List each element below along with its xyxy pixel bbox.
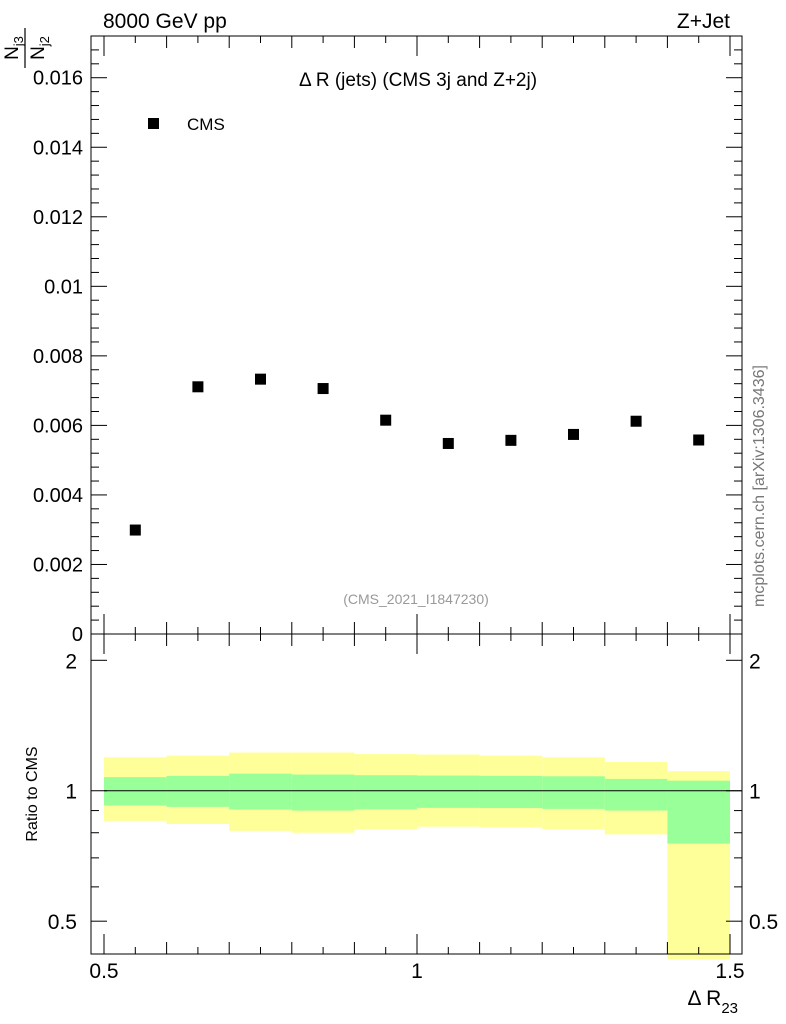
data-point bbox=[568, 428, 579, 440]
stat-uncertainty-band bbox=[104, 777, 167, 806]
ratio-y-axis-label: Ratio to CMS bbox=[24, 746, 41, 841]
stat-uncertainty-band bbox=[542, 776, 605, 809]
process-label: Z+Jet bbox=[677, 10, 730, 33]
y-tick-label: 0.014 bbox=[33, 137, 83, 159]
y-tick-label: 0 bbox=[72, 624, 83, 646]
y-tick-label: 0.012 bbox=[33, 207, 83, 229]
cms-data-points bbox=[129, 373, 705, 536]
ratio-ticks bbox=[91, 634, 742, 954]
legend-label-cms: CMS bbox=[187, 115, 225, 134]
ratio-y-tick-label: 1 bbox=[65, 781, 77, 804]
main-y-axis-label: Nj3 Nj2 bbox=[2, 28, 52, 68]
y-tick-label: 0.002 bbox=[33, 554, 83, 576]
x-axis-label: Δ R23 bbox=[687, 987, 738, 1017]
ratio-y-tick-label-right: 0.5 bbox=[749, 911, 778, 934]
y-tick-label: 0.016 bbox=[33, 68, 83, 90]
svg-text:Nj3: Nj3 bbox=[2, 36, 26, 60]
data-point bbox=[255, 373, 266, 385]
x-tick-label: 1.5 bbox=[715, 960, 744, 983]
x-tick-label: 1 bbox=[411, 960, 423, 983]
data-point bbox=[192, 381, 204, 393]
data-point bbox=[380, 414, 392, 426]
ratio-y-tick-label: 0.5 bbox=[48, 911, 77, 934]
plot-title: Δ R (jets) (CMS 3j and Z+2j) bbox=[299, 70, 537, 91]
y-tick-label: 0.004 bbox=[33, 485, 83, 507]
x-axis-label-sub: 23 bbox=[721, 1000, 738, 1017]
y-label-numerator: N bbox=[2, 46, 23, 60]
ratio-tick-labels: 0.5 0.5 1 1 2 2 bbox=[48, 650, 778, 934]
y-label-denominator: N bbox=[28, 46, 49, 60]
svg-text:Nj2: Nj2 bbox=[28, 36, 52, 60]
ratio-y-tick-label-right: 1 bbox=[749, 781, 761, 804]
mcplots-side-label: mcplots.cern.ch [arXiv:1306.3436] bbox=[751, 365, 768, 607]
data-point bbox=[693, 434, 705, 446]
stat-uncertainty-band bbox=[604, 778, 668, 811]
data-point bbox=[317, 383, 329, 395]
main-plot-panel: 0 0.002 0.004 0.006 0.008 0.01 0.012 0.014 0.016… bbox=[33, 35, 743, 646]
y-label-numerator-sub: j3 bbox=[11, 36, 26, 47]
stat-uncertainty-band bbox=[166, 775, 230, 807]
y-tick-label: 0.006 bbox=[33, 415, 83, 437]
data-point bbox=[442, 437, 454, 449]
y-label-denominator-sub: j2 bbox=[37, 36, 52, 47]
ratio-y-tick-label-right: 2 bbox=[749, 650, 761, 673]
x-axis-label-main: Δ R bbox=[687, 987, 721, 1010]
energy-label: 8000 GeV pp bbox=[103, 10, 227, 33]
x-tick-label: 0.5 bbox=[89, 960, 118, 983]
x-tick-labels: 0.5 1 1.5 bbox=[89, 960, 744, 983]
ratio-uncertainty-bands bbox=[104, 752, 730, 960]
main-y-tick-labels: 0 0.002 0.004 0.006 0.008 0.01 0.012 0.014 0.016 bbox=[33, 68, 83, 646]
legend-marker-cms bbox=[148, 118, 159, 129]
ratio-plot-panel: 0.5 0.5 1 1 2 2 0.5 1 1.5 Ratio to CMS Δ R23 bbox=[24, 633, 778, 1017]
main-y-ticks bbox=[91, 35, 742, 635]
y-tick-label: 0.01 bbox=[44, 276, 83, 298]
y-tick-label: 0.008 bbox=[33, 346, 83, 368]
stat-uncertainty-band bbox=[479, 775, 543, 809]
data-point bbox=[129, 524, 141, 536]
ratio-y-tick-label: 2 bbox=[65, 650, 77, 673]
stat-uncertainty-band bbox=[229, 773, 292, 810]
stat-uncertainty-band bbox=[417, 775, 480, 808]
data-point bbox=[630, 415, 642, 427]
stat-uncertainty-band bbox=[667, 780, 730, 844]
data-point bbox=[505, 434, 517, 446]
stat-uncertainty-band bbox=[291, 774, 355, 811]
stat-uncertainty-band bbox=[354, 775, 417, 810]
analysis-watermark: (CMS_2021_I1847230) bbox=[343, 591, 489, 607]
